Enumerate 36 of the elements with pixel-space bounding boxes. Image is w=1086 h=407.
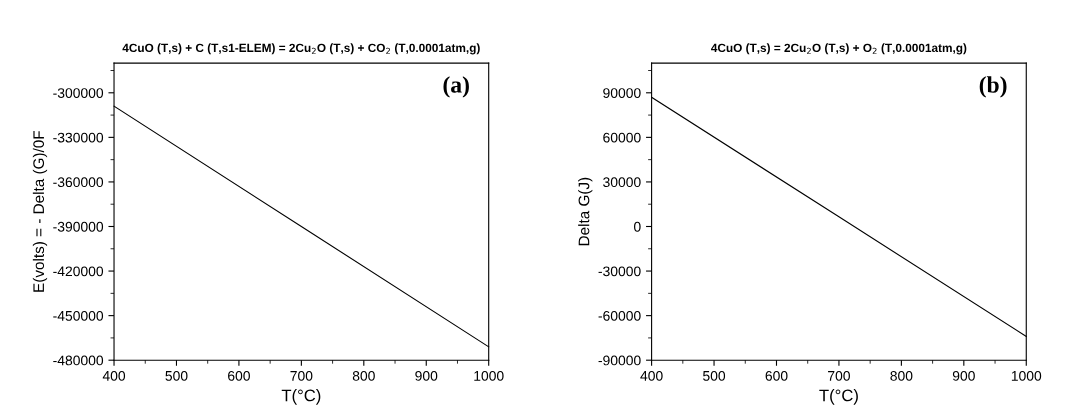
- chart-title: 4CuO (T,s) = 2Cu$_{2}$O (T,s) + O$_{2}$ (T,0.0001atm,g): [711, 43, 967, 55]
- y-tick-label: -360000: [53, 177, 104, 188]
- x-tick-label: 500: [703, 370, 726, 381]
- x-tick-label: 500: [165, 370, 188, 381]
- annotation: (a): [443, 76, 469, 98]
- y-tick-label: -420000: [53, 266, 104, 277]
- y-tick-label: 90000: [603, 88, 641, 98]
- x-tick-label: 1000: [474, 370, 504, 381]
- x-tick-label: 700: [290, 370, 313, 381]
- y-tick-label: 30000: [603, 177, 641, 188]
- x-tick-label: 700: [828, 370, 850, 381]
- x-tick-label: 800: [352, 370, 375, 381]
- x-axis-title: T(°C): [819, 389, 858, 405]
- y-tick-label: -300000: [53, 88, 104, 98]
- y-tick-label: 0: [634, 221, 641, 232]
- y-tick-label: -90000: [598, 355, 641, 366]
- y-axis-title: E(volts) = - Delta (G)/0F: [32, 130, 48, 292]
- x-tick-label: 900: [952, 370, 975, 381]
- annotation: (b): [979, 76, 1007, 98]
- y-tick-label: -330000: [53, 132, 104, 143]
- y-axis-title: Delta G(J): [578, 177, 593, 246]
- x-axis-title: T(°C): [281, 389, 321, 405]
- x-tick-label: 800: [890, 370, 913, 381]
- y-tick-label: -30000: [598, 266, 641, 277]
- chart-title: 4CuO (T,s) + C (T,s1-ELEM) = 2Cu$_{2}$O (T,s) + CO$_{2}$ (T,0.0001atm,g): [122, 43, 480, 55]
- y-tick-label: -60000: [598, 310, 641, 321]
- x-tick-label: 1000: [1011, 370, 1042, 381]
- y-tick-label: -450000: [53, 310, 104, 321]
- x-tick-label: 400: [640, 370, 663, 381]
- x-tick-label: 400: [102, 370, 126, 381]
- y-tick-label: -390000: [53, 221, 104, 232]
- y-tick-label: 60000: [603, 132, 641, 143]
- y-tick-label: -480000: [53, 355, 104, 366]
- x-tick-label: 600: [765, 370, 788, 381]
- x-tick-label: 900: [415, 370, 438, 381]
- x-tick-label: 600: [228, 370, 250, 381]
